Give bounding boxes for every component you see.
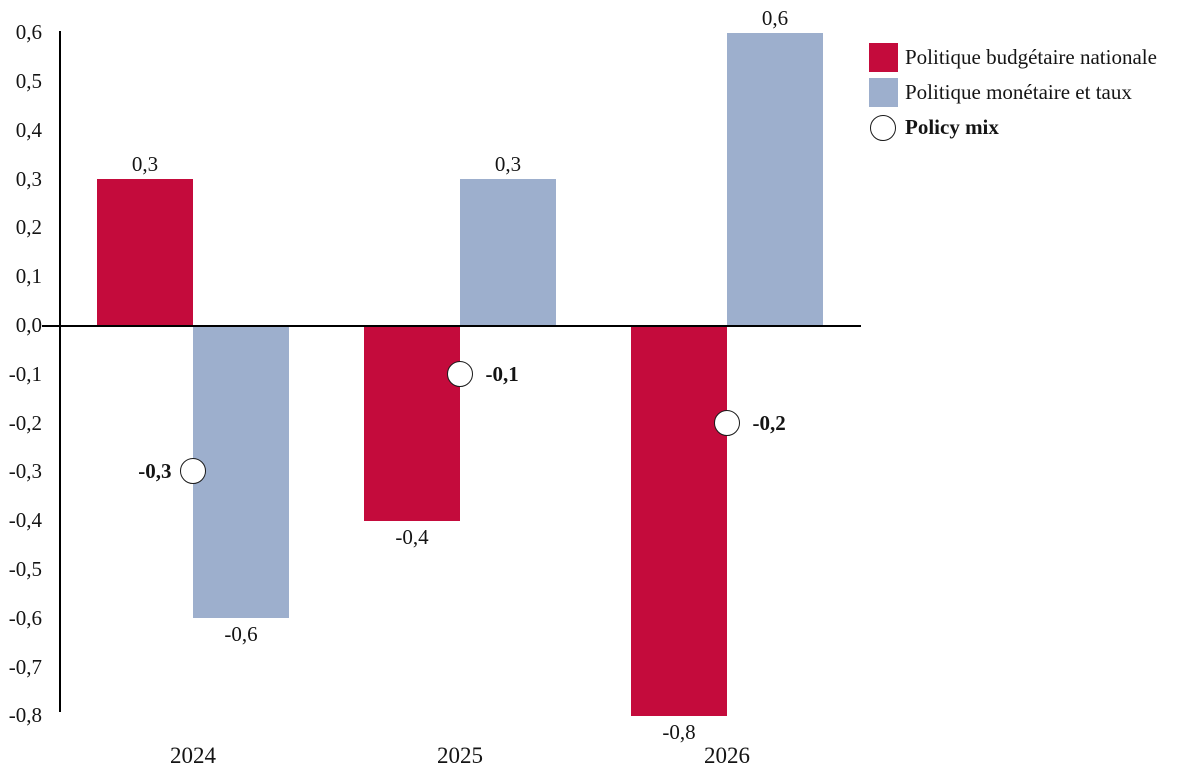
bar-value-label: -0,4: [395, 524, 429, 549]
policy-mix-value-label: -0,1: [485, 361, 519, 386]
y-tick-label: 0,3: [15, 166, 42, 191]
zero-baseline: [42, 325, 861, 327]
policy-mix-value-label: -0,3: [138, 459, 172, 484]
bar-budgetaire-2024: [97, 179, 193, 326]
y-axis-line: [59, 31, 61, 712]
y-tick-label: -0,4: [8, 508, 42, 533]
legend-item-monetaire: Politique monétaire et taux: [869, 78, 1157, 107]
y-tick-label: -0,8: [8, 703, 42, 728]
y-tick-label: -0,7: [8, 654, 42, 679]
bar-monetaire-2025: [460, 179, 556, 326]
bar-monetaire-2024: [193, 325, 289, 619]
bar-budgetaire-2026: [631, 325, 727, 716]
bar-monetaire-2026: [727, 32, 823, 326]
y-tick-label: 0,2: [15, 215, 42, 240]
legend-swatch-budgetaire-icon: [869, 43, 898, 72]
legend-item-budgetaire: Politique budgétaire nationale: [869, 43, 1157, 72]
y-tick-label: -0,1: [8, 361, 42, 386]
bar-value-label: 0,6: [761, 5, 789, 30]
legend-label-policy-mix: Policy mix: [905, 115, 999, 139]
x-axis-label-2025: 2025: [437, 743, 483, 768]
legend-swatch-monetaire-icon: [869, 78, 898, 107]
y-tick-label: 0,1: [15, 264, 42, 289]
legend-label-monetaire: Politique monétaire et taux: [905, 80, 1132, 104]
policy-mix-marker-2026: [713, 409, 740, 436]
y-tick-label: 0,5: [15, 69, 42, 93]
bar-value-label: -0,6: [224, 622, 258, 647]
y-tick-label: -0,3: [8, 459, 42, 484]
x-axis-label-2026: 2026: [704, 743, 750, 768]
policy-mix-value-label: -0,2: [752, 410, 786, 435]
x-axis-label-2024: 2024: [170, 743, 216, 768]
y-tick-label: 0,6: [15, 20, 42, 45]
bar-value-label: 0,3: [494, 152, 522, 177]
policy-mix-marker-2024: [179, 458, 206, 485]
bar-value-label: 0,3: [131, 152, 159, 177]
policy-mix-marker-2025: [446, 360, 473, 387]
legend-circle-policy-mix-icon: [870, 114, 896, 141]
bar-budgetaire-2025: [364, 325, 460, 521]
y-tick-label: -0,5: [8, 557, 42, 581]
legend-label-budgetaire: Politique budgétaire nationale: [905, 45, 1157, 69]
y-tick-label: -0,2: [8, 410, 42, 435]
legend-item-policy-mix: Policy mix: [869, 113, 1157, 142]
legend: Politique budgétaire nationale Politique…: [869, 43, 1157, 142]
bar-value-label: -0,8: [662, 719, 696, 744]
y-tick-label: 0,4: [15, 117, 42, 142]
y-tick-label: -0,6: [8, 605, 42, 630]
y-tick-label: 0,0: [15, 313, 42, 337]
